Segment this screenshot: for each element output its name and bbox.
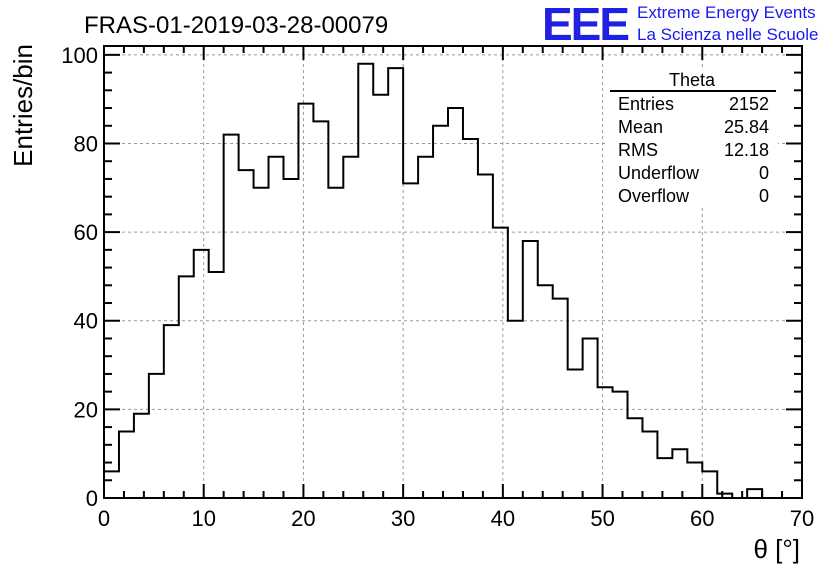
stats-label-entries: Entries xyxy=(618,94,674,114)
stats-title: Theta xyxy=(669,70,716,90)
eee-logo-line2: La Scienza nelle Scuole xyxy=(637,25,818,44)
y-tick-label: 20 xyxy=(74,397,98,422)
y-tick-label: 60 xyxy=(74,220,98,245)
stats-value-rms: 12.18 xyxy=(724,140,769,160)
x-tick-label: 0 xyxy=(98,506,110,531)
grid-lines xyxy=(104,46,802,498)
x-tick-label: 70 xyxy=(790,506,814,531)
x-tick-labels: 0 10 20 30 40 50 60 70 xyxy=(98,506,814,531)
stats-box: Theta Entries 2152 Mean 25.84 RMS 12.18 Underf… xyxy=(606,70,778,208)
chart-title: FRAS-01-2019-03-28-00079 xyxy=(84,12,388,39)
x-tick-label: 30 xyxy=(391,506,415,531)
y-tick-label: 40 xyxy=(74,309,98,334)
stats-label-rms: RMS xyxy=(618,140,658,160)
y-tick-labels: 0 20 40 60 80 100 xyxy=(61,43,98,511)
y-tick-label: 80 xyxy=(74,131,98,156)
plot-frame xyxy=(103,45,803,499)
x-tick-label: 20 xyxy=(291,506,315,531)
stats-label-underflow: Underflow xyxy=(618,163,700,183)
eee-logo-line1: Extreme Energy Events xyxy=(637,3,816,22)
stats-value-overflow: 0 xyxy=(759,186,769,206)
x-tick-label: 40 xyxy=(491,506,515,531)
y-tick-label: 100 xyxy=(61,43,98,68)
histogram-outline xyxy=(103,62,778,499)
x-tick-label: 10 xyxy=(191,506,215,531)
x-tick-label: 50 xyxy=(590,506,614,531)
stats-label-overflow: Overflow xyxy=(618,186,690,206)
eee-logo-mark: EEE xyxy=(542,0,628,50)
stats-box-background xyxy=(606,70,778,208)
stats-value-entries: 2152 xyxy=(729,94,769,114)
y-axis-title: Entries/bin xyxy=(8,44,38,167)
eee-logo: EEE Extreme Energy Events La Scienza nel… xyxy=(542,0,818,50)
x-tick-label: 60 xyxy=(690,506,714,531)
y-tick-label: 0 xyxy=(86,486,98,511)
x-axis-title: θ [°] xyxy=(753,534,800,564)
stats-value-mean: 25.84 xyxy=(724,117,769,137)
stats-value-underflow: 0 xyxy=(759,163,769,183)
stats-label-mean: Mean xyxy=(618,117,663,137)
axis-ticks xyxy=(103,46,803,499)
